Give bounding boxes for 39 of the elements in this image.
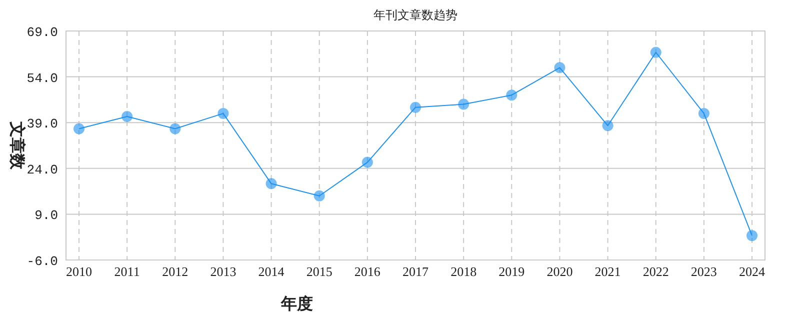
- point: [746, 230, 758, 242]
- x-tick-label: 2013: [210, 264, 236, 279]
- point: [458, 98, 470, 110]
- point: [266, 178, 277, 190]
- chart-title: 年刊文章数趋势: [374, 8, 458, 22]
- point: [554, 62, 566, 74]
- x-tick-label: 2014: [258, 264, 285, 279]
- point: [74, 123, 84, 134]
- y-tick-label: 39.0: [26, 116, 58, 132]
- x-tick-label: 2016: [354, 264, 381, 279]
- point: [362, 156, 373, 168]
- x-tick-label: 2011: [114, 264, 140, 279]
- x-tick-label: 2019: [498, 264, 525, 279]
- x-axis-title: 年度: [280, 294, 313, 313]
- x-tick-label: 2023: [690, 264, 717, 279]
- point: [122, 110, 133, 122]
- x-tick-label: 2010: [66, 264, 92, 279]
- x-tick-label: 2018: [450, 264, 477, 279]
- x-tick-label: 2015: [306, 264, 332, 279]
- y-axis-title: 文章数: [8, 120, 27, 170]
- y-tick-label: 24.0: [26, 162, 58, 178]
- x-tick-label: 2022: [642, 264, 669, 279]
- x-tick-label: 2012: [162, 264, 188, 279]
- x-tick-label: 2020: [546, 264, 573, 279]
- y-tick-label: 54.0: [26, 70, 58, 86]
- point: [170, 123, 181, 134]
- x-tick-label: 2021: [594, 264, 621, 279]
- x-tick-label: 2017: [402, 264, 429, 279]
- point: [410, 102, 421, 113]
- point: [650, 46, 662, 58]
- point: [506, 90, 518, 101]
- point: [314, 190, 325, 202]
- y-tick-label: 9.0: [34, 208, 58, 224]
- x-tick-label: 2024: [739, 264, 766, 279]
- point: [218, 108, 229, 119]
- point: [698, 108, 710, 119]
- y-tick-label: -6.0: [26, 254, 58, 269]
- point: [602, 120, 614, 132]
- y-tick-label: 69.0: [26, 25, 58, 40]
